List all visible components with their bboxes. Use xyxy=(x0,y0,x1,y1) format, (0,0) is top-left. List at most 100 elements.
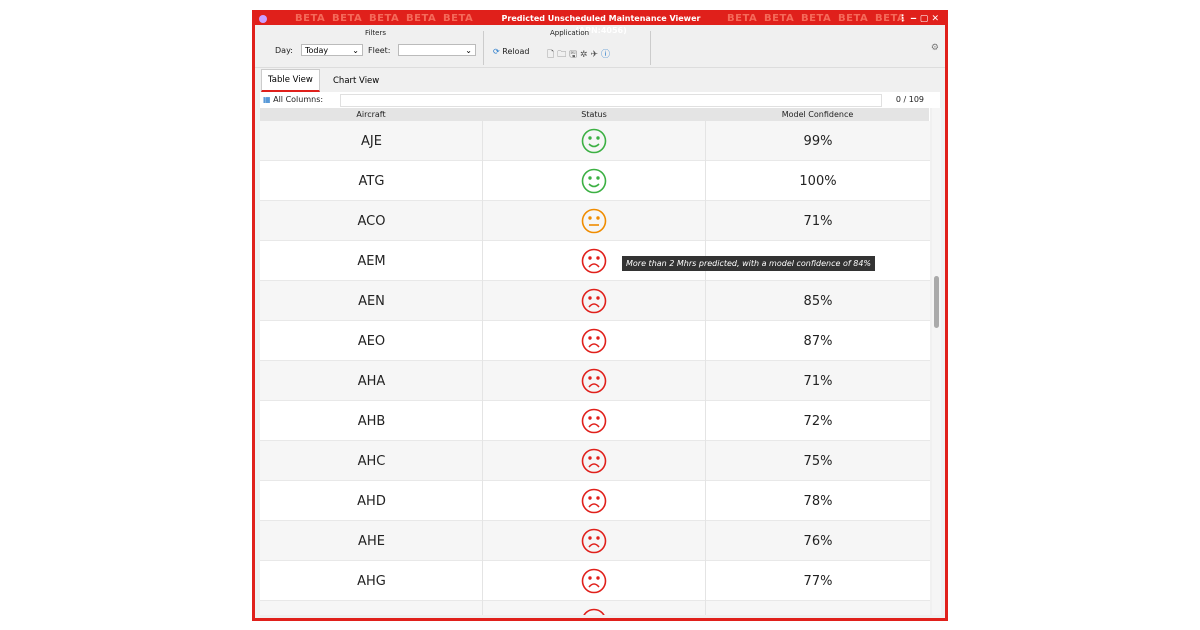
mouth xyxy=(588,543,600,548)
eye xyxy=(596,136,600,140)
beta-watermark: BETA xyxy=(295,13,326,24)
face xyxy=(581,248,607,274)
face xyxy=(581,368,607,394)
status-icon xyxy=(581,448,607,474)
aircraft-cell: AHA xyxy=(357,373,386,389)
table-row xyxy=(260,161,930,201)
eye xyxy=(596,176,600,180)
aircraft-cell: AEN xyxy=(358,293,385,309)
face xyxy=(581,128,607,154)
toolbar-icons[interactable]: 🗋🗀🖫✲✈ⓘ xyxy=(547,50,614,60)
face-outline xyxy=(581,288,607,314)
face-outline xyxy=(581,488,607,514)
mouth xyxy=(588,503,600,508)
aircraft-cell: AHG xyxy=(357,573,386,589)
eye xyxy=(596,496,600,500)
column-header: Status xyxy=(483,108,705,121)
status-icon xyxy=(581,128,607,154)
table-row xyxy=(260,361,930,401)
table-row xyxy=(260,321,930,361)
table-row xyxy=(260,521,930,561)
eye xyxy=(588,496,592,500)
face xyxy=(583,608,605,615)
face-outline xyxy=(583,608,605,615)
fleet-label: Fleet: xyxy=(368,46,391,55)
eye xyxy=(596,456,600,460)
confidence-cell: 72% xyxy=(803,413,833,429)
fleet-combo[interactable]: ⌄ xyxy=(398,44,476,56)
settings-icon[interactable]: ⚙ xyxy=(930,43,939,53)
face-outline xyxy=(581,408,607,434)
status-icon xyxy=(583,608,605,615)
beta-watermark: BETA xyxy=(801,13,832,24)
status-icon xyxy=(581,368,607,394)
confidence-cell: 75% xyxy=(803,453,833,469)
separator xyxy=(483,31,484,65)
eye xyxy=(596,296,600,300)
eye xyxy=(588,136,592,140)
aircraft-cell: AHC xyxy=(357,453,386,469)
mouth xyxy=(588,423,600,428)
face-outline xyxy=(581,208,607,234)
beta-watermark: BETA xyxy=(369,13,400,24)
eye xyxy=(588,376,592,380)
application-label: Application xyxy=(550,29,590,37)
face xyxy=(581,528,607,554)
face xyxy=(581,168,607,194)
eye xyxy=(588,336,592,340)
day-combo[interactable]: Today ⌄ xyxy=(301,44,363,56)
table-row xyxy=(260,201,930,241)
day-label: Day: xyxy=(275,46,293,55)
search-input[interactable] xyxy=(340,94,882,107)
tab-chart-view[interactable]: Chart View xyxy=(333,76,380,86)
reload-button[interactable]: ⟳ Reload xyxy=(493,47,530,56)
column-header: Aircraft xyxy=(260,108,482,121)
eye xyxy=(596,256,600,260)
eye xyxy=(596,576,600,580)
app-window: BETA BETA BETA BETA BETA Predicted Unschedul… xyxy=(252,10,948,621)
confidence-cell: 87% xyxy=(803,333,833,349)
confidence-cell: 77% xyxy=(803,573,833,589)
app-icon xyxy=(259,15,267,23)
title-bar: BETA BETA BETA BETA BETA Predicted Unschedul… xyxy=(255,13,945,35)
confidence-cell: 78% xyxy=(803,493,833,509)
eye xyxy=(588,416,592,420)
mouth xyxy=(588,343,600,348)
separator xyxy=(650,31,651,65)
eye xyxy=(596,536,600,540)
mouth xyxy=(588,263,600,268)
eye xyxy=(596,336,600,340)
beta-watermark: BETA xyxy=(764,13,795,24)
scrollbar[interactable] xyxy=(932,108,941,615)
aircraft-cell: AHB xyxy=(357,413,386,429)
status-icon xyxy=(581,488,607,514)
table-row xyxy=(260,401,930,441)
eye xyxy=(588,176,592,180)
mouth xyxy=(588,583,600,588)
status-icon xyxy=(581,568,607,594)
column-header: Model Confidence xyxy=(706,108,929,121)
eye xyxy=(588,256,592,260)
confidence-cell: 76% xyxy=(803,533,833,549)
aircraft-cell: ATG xyxy=(358,173,385,189)
tooltip: More than 2 Mhrs predicted, with a model… xyxy=(622,256,876,271)
mouth xyxy=(588,143,600,148)
eye xyxy=(588,456,592,460)
aircraft-cell: AHE xyxy=(358,533,385,549)
mouth xyxy=(588,183,600,188)
face-outline xyxy=(581,528,607,554)
window-controls[interactable]: ⋮ ‒ ▢ ✕ xyxy=(898,14,939,24)
face xyxy=(581,208,607,234)
eye xyxy=(588,536,592,540)
face-outline xyxy=(581,328,607,354)
table-row xyxy=(260,561,930,601)
eye xyxy=(588,216,592,220)
scroll-thumb[interactable] xyxy=(934,276,939,328)
eye xyxy=(596,216,600,220)
tab-table-view[interactable]: Table View xyxy=(261,69,320,92)
table-row xyxy=(260,481,930,521)
confidence-cell: 71% xyxy=(803,373,833,389)
aircraft-cell: AEM xyxy=(357,253,386,269)
eye xyxy=(596,416,600,420)
mouth xyxy=(588,383,600,388)
